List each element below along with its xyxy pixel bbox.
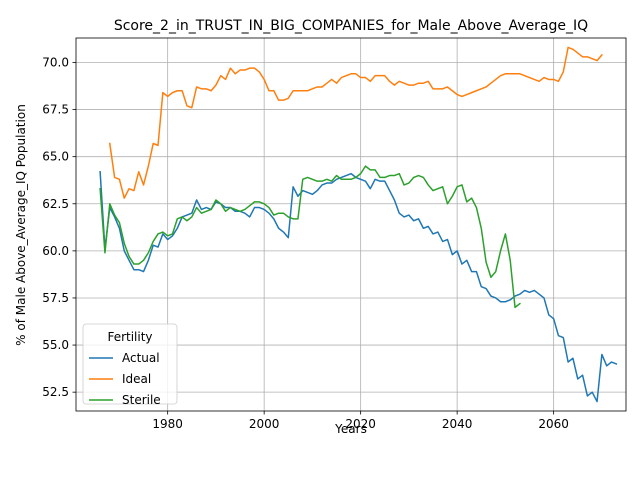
x-axis-label: Years <box>334 422 367 436</box>
y-tick-label: 60.0 <box>42 244 69 258</box>
legend: Fertility Actual Ideal Sterile <box>82 323 178 407</box>
y-tick-label: 55.0 <box>42 338 69 352</box>
y-tick-label: 65.0 <box>42 150 69 164</box>
y-tick-label: 70.0 <box>42 55 69 69</box>
legend-title: Fertility <box>107 330 152 344</box>
legend-label-sterile: Sterile <box>122 393 161 407</box>
series-line-ideal <box>108 46 603 199</box>
plot-frame <box>75 37 627 412</box>
y-tick-label: 62.5 <box>42 197 69 211</box>
y-axis-label: % of Male Above_Average_IQ Population <box>14 104 28 346</box>
x-tick-label: 2000 <box>249 417 280 431</box>
x-tick-label: 2040 <box>442 417 473 431</box>
x-tick-label: 2020 <box>345 417 376 431</box>
series-line-actual <box>99 170 618 403</box>
chart-title: Score_2_in_TRUST_IN_BIG_COMPANIES_for_Ma… <box>114 18 588 34</box>
y-tick-label: 57.5 <box>42 291 69 305</box>
x-axis: 1980 2000 2020 2040 2060 <box>152 411 569 431</box>
series-layer <box>99 46 618 403</box>
legend-box <box>82 323 178 405</box>
x-tick-label: 2060 <box>538 417 569 431</box>
legend-label-ideal: Ideal <box>122 372 151 386</box>
series-line-sterile <box>99 165 521 309</box>
legend-label-actual: Actual <box>122 351 160 365</box>
y-tick-label: 52.5 <box>42 385 69 399</box>
y-tick-label: 67.5 <box>42 103 69 117</box>
x-tick-label: 1980 <box>152 417 183 431</box>
y-axis: 52.5 55.0 57.5 60.0 62.5 65.0 67.5 70.0 <box>42 55 76 399</box>
